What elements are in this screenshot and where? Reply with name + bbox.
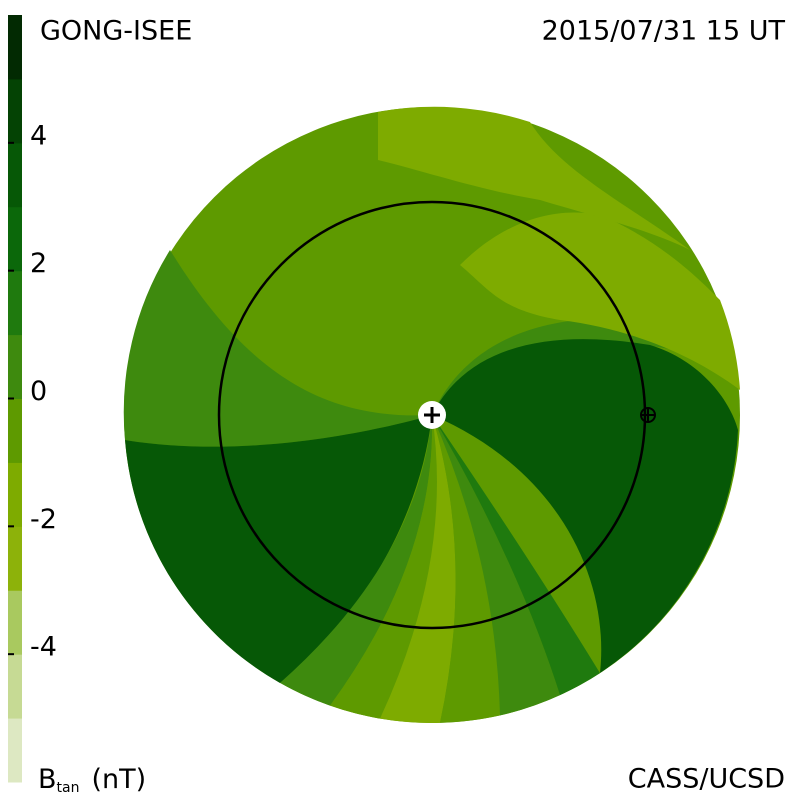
sun-cross xyxy=(424,407,440,423)
colorbar-tick-label: -2 xyxy=(30,504,57,535)
colorbar-label: Btan (nT) xyxy=(38,764,146,797)
map-disc xyxy=(123,106,740,723)
colorbar-band xyxy=(8,270,22,336)
field-region xyxy=(432,415,560,716)
colorbar-band xyxy=(8,206,22,272)
field-region xyxy=(432,415,600,696)
colorbar-band xyxy=(8,590,22,655)
earth-cross xyxy=(641,408,655,422)
field-region xyxy=(432,339,738,673)
chart-title: GONG-ISEE xyxy=(40,16,192,47)
field-region xyxy=(460,212,740,390)
colorbar-subscript: tan xyxy=(57,780,80,796)
field-region xyxy=(280,415,433,706)
colorbar-tick-label: 0 xyxy=(30,376,47,407)
field-region xyxy=(125,415,432,683)
colorbar-tick-label: 2 xyxy=(30,248,47,279)
colorbar-band xyxy=(8,718,22,783)
field-region xyxy=(380,415,456,723)
chart-subtitle: 2015/07/31 15 UT xyxy=(542,16,786,47)
credit: CASS/UCSD xyxy=(628,764,785,795)
colorbar-symbol: B xyxy=(38,764,57,795)
colorbar-band xyxy=(8,526,22,591)
colorbar-band xyxy=(8,398,22,463)
field-region xyxy=(330,415,437,719)
field-region xyxy=(378,106,690,250)
colorbar-band xyxy=(8,334,22,399)
colorbar-tick-label: -4 xyxy=(30,632,57,663)
field-region xyxy=(123,250,433,447)
colorbar-band xyxy=(8,15,22,80)
field-region xyxy=(432,415,500,723)
colorbar-tick-label: 4 xyxy=(30,120,47,151)
colorbar-band xyxy=(8,142,22,208)
colorbar-band xyxy=(8,654,22,719)
colorbar-unit: (nT) xyxy=(91,764,146,795)
colorbar-band xyxy=(8,462,22,527)
colorbar-band xyxy=(8,78,22,144)
